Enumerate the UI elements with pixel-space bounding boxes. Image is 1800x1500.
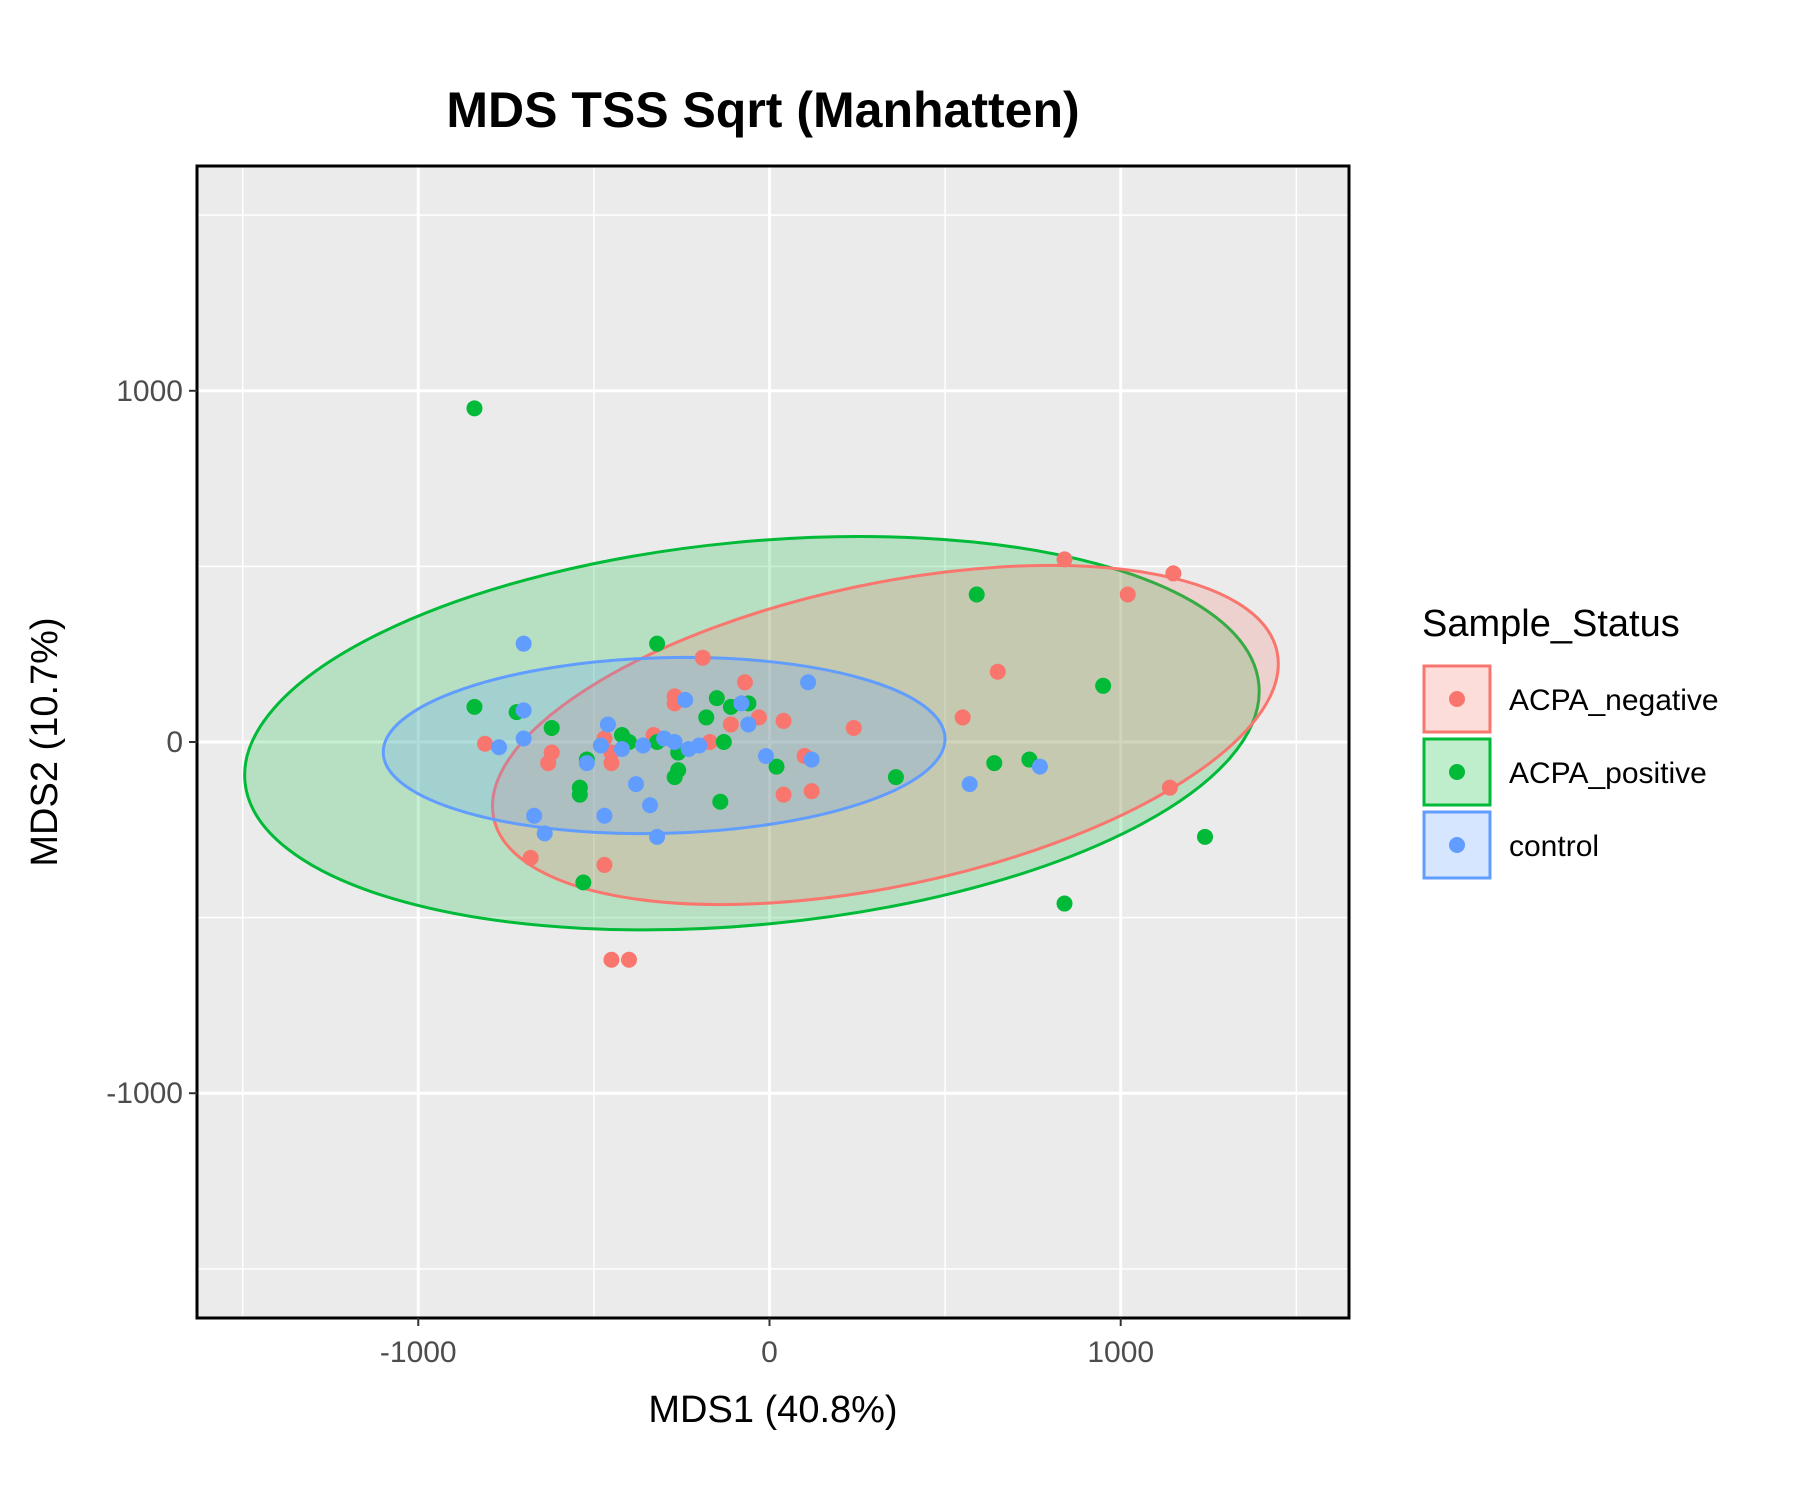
grid-major (197, 166, 1349, 1318)
legend-key-control (1422, 810, 1492, 880)
x-tick-label: 1000 (1087, 1336, 1154, 1369)
point-acpa-negative (736, 674, 753, 691)
point-control (691, 737, 708, 754)
point-acpa-negative (694, 649, 711, 666)
point-acpa-negative (543, 744, 560, 761)
point-acpa-positive (887, 769, 904, 786)
legend-label-control: control (1509, 830, 1599, 863)
y-tick-label: -1000 (106, 1077, 183, 1110)
point-control (515, 635, 532, 652)
point-control (491, 739, 508, 756)
x-axis-title: MDS1 (40.8%) (648, 1389, 897, 1431)
point-acpa-negative (803, 783, 820, 800)
point-acpa-positive (575, 874, 592, 891)
point-control (642, 797, 659, 814)
legend-title: Sample_Status (1422, 603, 1680, 645)
point-control (628, 776, 645, 793)
point-acpa-positive (466, 400, 483, 417)
legend-marker-acpa-negative (1449, 691, 1465, 707)
point-acpa-negative (775, 786, 792, 803)
data-points (466, 400, 1213, 968)
point-control (740, 716, 757, 733)
y-tick-label: 1000 (116, 375, 183, 408)
point-control (961, 776, 978, 793)
point-control (635, 737, 652, 754)
point-control (803, 751, 820, 768)
point-control (666, 734, 683, 750)
chart-title: MDS TSS Sqrt (Manhatten) (446, 82, 1079, 138)
point-acpa-negative (1056, 551, 1073, 568)
point-acpa-negative (621, 951, 637, 968)
x-axis: -1000 0 1000 (380, 1318, 1154, 1369)
point-acpa-positive (543, 719, 560, 736)
point-acpa-positive (1095, 677, 1112, 694)
y-axis: -1000 0 1000 (106, 375, 197, 1110)
point-acpa-positive (712, 793, 729, 810)
point-acpa-negative (603, 951, 620, 968)
point-control (599, 716, 616, 733)
point-acpa-negative (522, 849, 539, 866)
point-acpa-negative (1165, 565, 1182, 582)
legend-label-acpa-negative: ACPA_negative (1509, 684, 1719, 717)
point-control (733, 695, 750, 712)
point-control (578, 755, 595, 772)
point-acpa-negative (722, 716, 739, 733)
x-tick-label: 0 (761, 1336, 778, 1369)
point-control (515, 730, 532, 747)
point-acpa-negative (775, 712, 792, 729)
point-control (515, 702, 532, 719)
point-acpa-positive (666, 769, 683, 786)
y-tick-label: 0 (166, 726, 183, 759)
point-acpa-positive (768, 758, 785, 775)
legend-label-acpa-positive: ACPA_positive (1509, 757, 1707, 790)
point-control (1031, 758, 1048, 775)
point-acpa-positive (1197, 828, 1213, 845)
point-acpa-positive (1056, 895, 1073, 912)
point-acpa-positive (968, 586, 985, 603)
point-acpa-positive (466, 698, 483, 715)
point-acpa-positive (708, 690, 725, 707)
point-acpa-positive (698, 709, 715, 726)
point-acpa-negative (989, 663, 1006, 680)
point-acpa-positive (715, 734, 732, 750)
point-control (592, 737, 609, 754)
point-acpa-positive (649, 635, 666, 652)
legend-marker-acpa-positive (1449, 764, 1465, 780)
point-control (677, 691, 694, 708)
point-acpa-positive (571, 786, 588, 803)
x-tick-label: -1000 (380, 1336, 457, 1369)
point-acpa-positive (986, 755, 1003, 772)
point-acpa-negative (596, 856, 613, 873)
point-acpa-negative (1161, 779, 1178, 796)
legend-marker-control (1449, 837, 1465, 853)
point-control (757, 748, 774, 765)
point-control (613, 741, 630, 758)
y-axis-title: MDS2 (10.7%) (24, 617, 66, 866)
point-control (536, 825, 553, 842)
point-acpa-negative (477, 735, 493, 752)
point-control (649, 828, 666, 845)
point-control (800, 674, 817, 691)
point-control (596, 807, 613, 824)
point-acpa-negative (1119, 586, 1136, 603)
legend: Sample_Status ACPA_negative ACPA_positive… (1422, 603, 1719, 880)
point-acpa-negative (954, 709, 971, 726)
point-control (526, 807, 543, 824)
point-acpa-negative (845, 719, 862, 736)
